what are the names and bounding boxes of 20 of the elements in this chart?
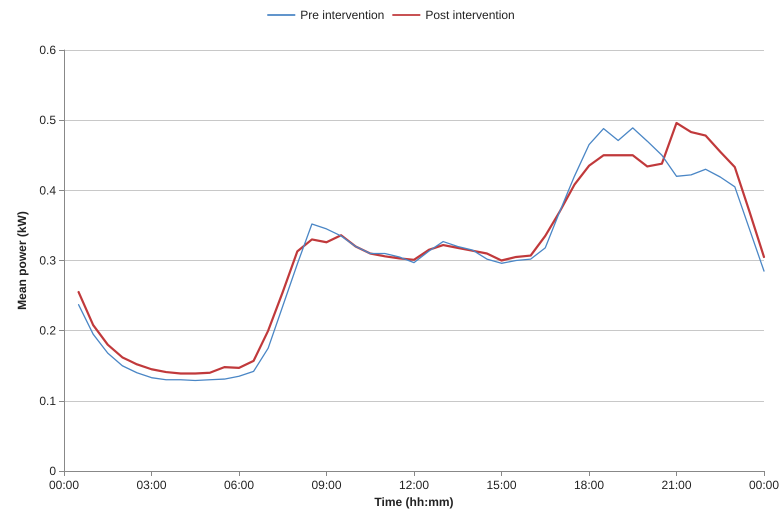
x-tick-label: 06:00 — [224, 478, 254, 492]
x-tick-label: 03:00 — [136, 478, 167, 492]
x-tick-label: 18:00 — [574, 478, 604, 492]
y-tick-label: 0.1 — [39, 394, 56, 408]
x-tick-label: 00:00 — [748, 478, 780, 492]
x-tick-label: 09:00 — [311, 478, 342, 492]
y-tick-label: 0.6 — [39, 43, 56, 57]
y-tick-label: 0 — [49, 464, 56, 478]
x-tick-label: 12:00 — [398, 478, 430, 492]
x-axis-title: Time (hh:mm) — [374, 494, 454, 509]
y-tick-label: 0.3 — [39, 254, 56, 268]
x-tick-label: 00:00 — [48, 478, 80, 492]
y-tick-label: 0.4 — [39, 183, 56, 198]
y-axis-title: Mean power (kW) — [15, 211, 29, 310]
y-tick-label: 0.5 — [39, 113, 56, 128]
legend-label: Post intervention — [425, 8, 515, 22]
x-tick-label: 15:00 — [486, 478, 517, 492]
x-tick-label: 21:00 — [661, 478, 692, 492]
y-tick-label: 0.2 — [39, 324, 56, 338]
legend-label: Pre intervention — [300, 8, 384, 22]
